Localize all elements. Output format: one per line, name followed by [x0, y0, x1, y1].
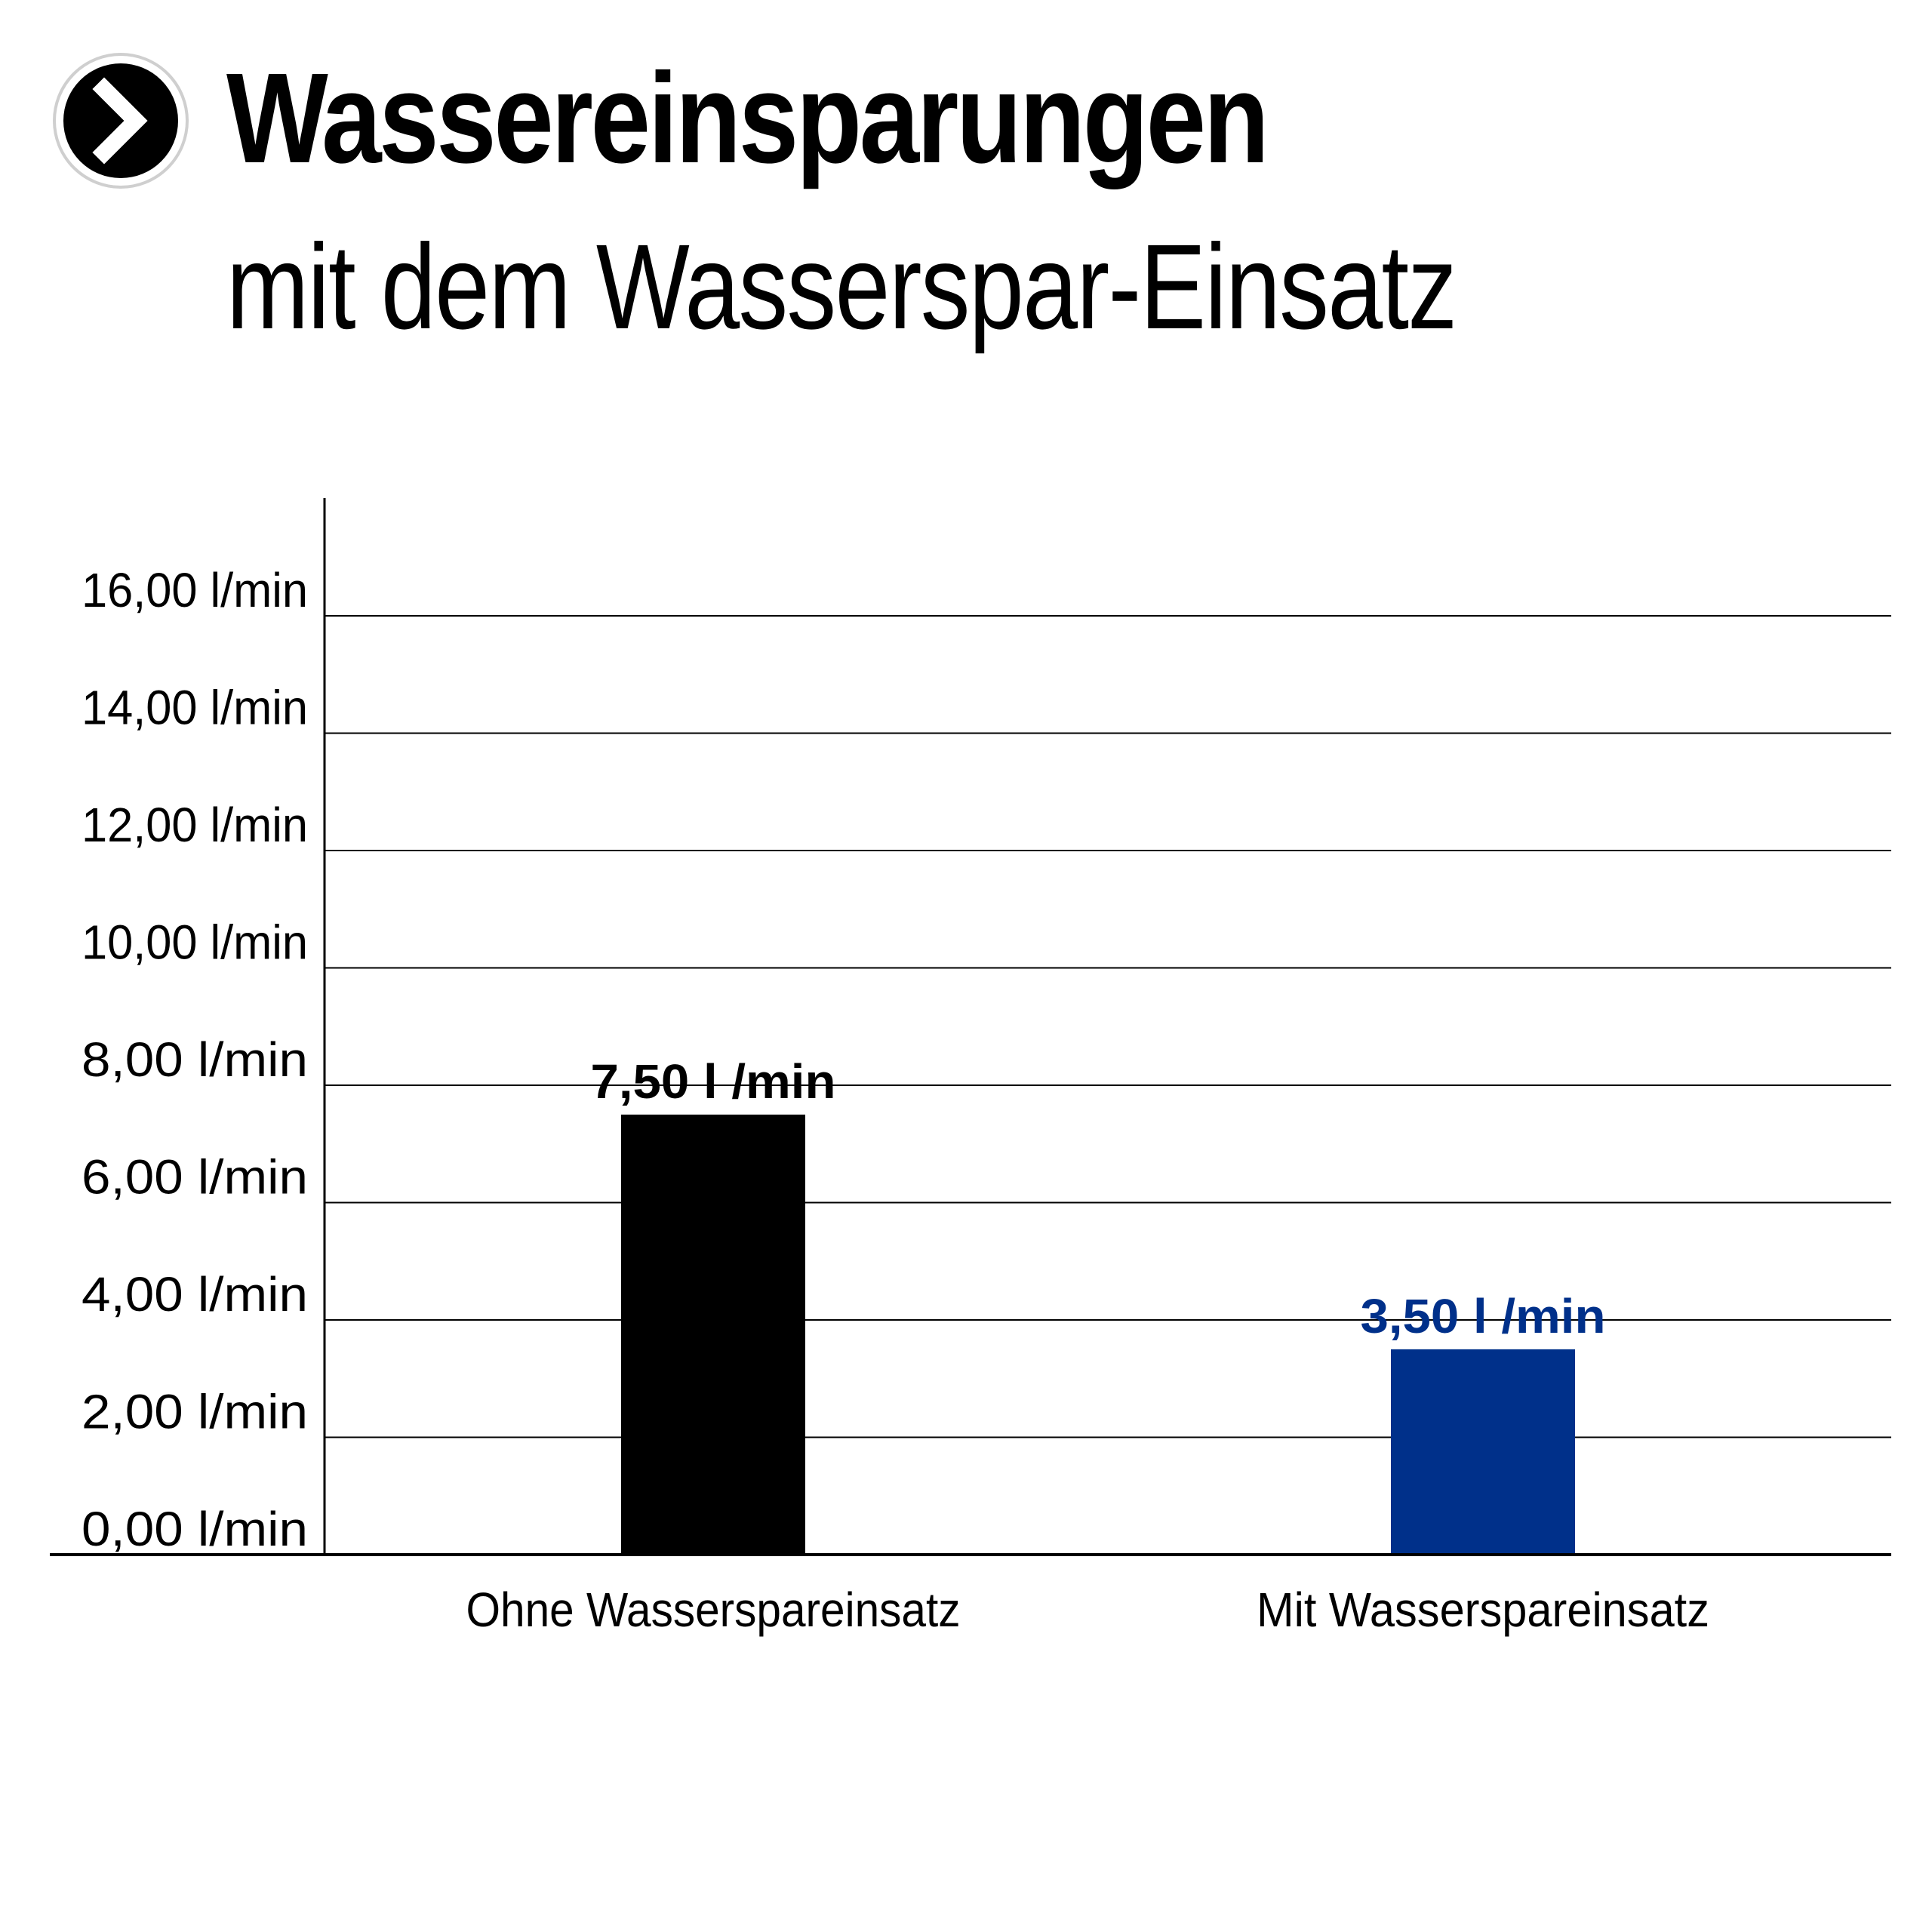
header: Wassereinsparungen mit dem Wasserspar-Ei… [0, 0, 1932, 423]
y-tick-label: 12,00 l/min [82, 798, 308, 852]
y-tick-label: 2,00 l/min [82, 1385, 308, 1439]
x-category-label: Mit Wasserspareinsatz [1257, 1583, 1709, 1637]
chevron-right-icon [53, 53, 189, 189]
x-axis-category-labels: Ohne Wasserspareinsatz Mit Wasserspareins… [466, 1583, 1710, 1637]
page-subtitle: mit dem Wasserspar-Einsatz [226, 219, 1457, 354]
bar [621, 1114, 805, 1555]
y-tick-label: 0,00 l/min [82, 1502, 308, 1556]
y-tick-label: 6,00 l/min [82, 1150, 308, 1204]
y-tick-label: 10,00 l/min [82, 915, 308, 970]
bars [621, 1114, 1575, 1555]
grid-lines [325, 615, 1891, 1438]
bar-chart: 0,00 l/min 2,00 l/min 4,00 l/min 6,00 l/min… [50, 498, 1891, 1637]
y-tick-label: 8,00 l/min [82, 1032, 308, 1087]
data-label: 3,50 l /min [1361, 1289, 1606, 1343]
y-tick-label: 14,00 l/min [82, 681, 308, 735]
y-tick-label: 4,00 l/min [82, 1267, 308, 1321]
data-labels: 7,50 l /min 3,50 l /min [591, 1054, 1606, 1343]
data-label: 7,50 l /min [591, 1054, 836, 1109]
page-title: Wassereinsparungen [226, 47, 1269, 190]
y-tick-label: 16,00 l/min [82, 563, 308, 617]
bar [1391, 1349, 1575, 1555]
x-category-label: Ohne Wasserspareinsatz [466, 1583, 961, 1637]
y-axis-tick-labels: 0,00 l/min 2,00 l/min 4,00 l/min 6,00 l/min… [82, 563, 308, 1556]
